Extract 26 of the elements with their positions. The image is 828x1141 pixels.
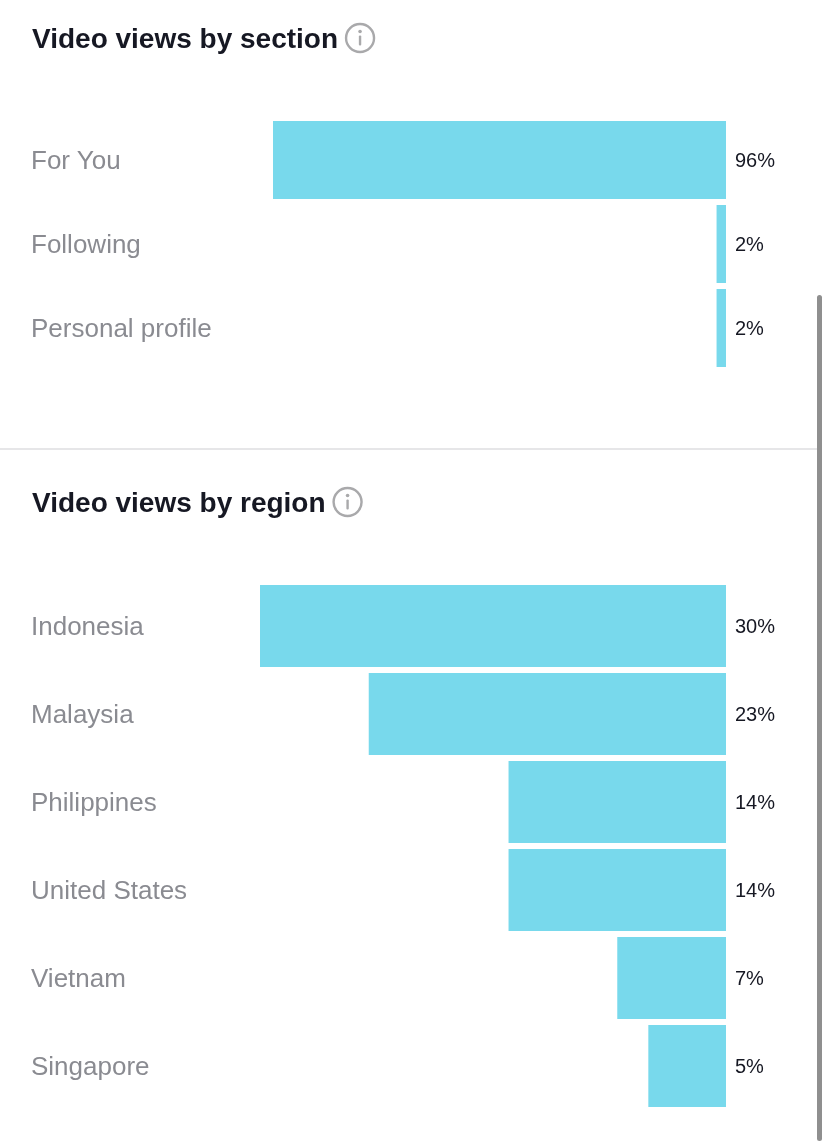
y-tick-label: United States <box>31 875 188 906</box>
data-label: 23% <box>735 703 776 725</box>
bar <box>368 673 726 755</box>
data-label: 30% <box>735 615 776 637</box>
data-label: 14% <box>735 879 776 901</box>
chart-title: Video views by section <box>32 23 339 54</box>
y-tick-label: Singapore <box>31 1051 150 1082</box>
y-tick-label: Indonesia <box>31 611 145 642</box>
chart-title: Video views by region <box>32 487 326 518</box>
data-label: 5% <box>735 1055 765 1077</box>
bar <box>648 1025 726 1107</box>
bar <box>260 585 726 667</box>
y-tick-label: Philippines <box>31 787 157 818</box>
bar <box>508 761 726 843</box>
y-tick-label: Vietnam <box>31 963 126 994</box>
y-tick-label: Following <box>31 229 141 260</box>
y-tick-label: Malaysia <box>31 699 135 730</box>
data-label: 2% <box>735 317 765 339</box>
data-label: 2% <box>735 233 765 255</box>
data-label: 14% <box>735 791 776 813</box>
data-label: 96% <box>735 149 776 171</box>
y-tick-label: For You <box>31 145 121 176</box>
bar <box>508 849 726 931</box>
bar <box>617 937 726 1019</box>
y-tick-label: Personal profile <box>31 313 212 344</box>
data-label: 7% <box>735 967 765 989</box>
